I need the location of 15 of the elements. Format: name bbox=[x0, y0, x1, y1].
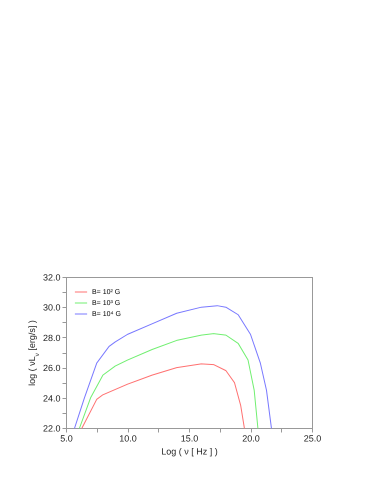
x-tick-label: 20.0 bbox=[242, 434, 260, 444]
x-axis-title: Log ( ν [ Hz ] ) bbox=[161, 446, 218, 456]
y-tick-label: 26.0 bbox=[42, 363, 60, 374]
y-tick-label: 32.0 bbox=[42, 272, 60, 282]
x-tick-label: 10.0 bbox=[119, 434, 137, 444]
line-series bbox=[74, 305, 272, 428]
y-tick-label: 22.0 bbox=[42, 424, 60, 434]
y-tick-label: 30.0 bbox=[42, 302, 60, 313]
x-tick-label: 15.0 bbox=[180, 434, 198, 444]
x-tick-label: 25.0 bbox=[304, 434, 322, 444]
x-tick-label: 5.0 bbox=[60, 434, 73, 444]
y-tick-label: 28.0 bbox=[42, 332, 60, 343]
line-series bbox=[79, 333, 258, 428]
line-series bbox=[81, 363, 245, 428]
y-tick-label: 24.0 bbox=[42, 393, 60, 404]
